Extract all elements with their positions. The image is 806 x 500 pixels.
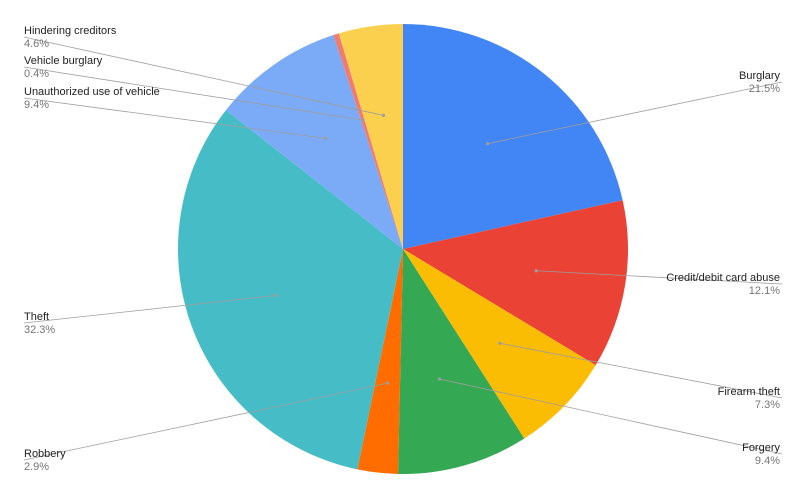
leader-line-forgery	[439, 378, 783, 455]
leader-dot-vehicle-burglary	[361, 118, 365, 122]
slice-label-vehicle-burglary: Vehicle burglary 0.4%	[24, 55, 102, 81]
pie-slice-hindering-creditors	[338, 24, 403, 249]
slice-label-name: Hindering creditors	[24, 25, 117, 37]
leader-line-burglary	[487, 81, 783, 145]
leader-dot-burglary	[485, 142, 490, 146]
leader-line-credit-debit-card-abuse	[536, 270, 783, 285]
slice-label-name: Firearm theft	[717, 386, 780, 398]
slice-label-name: Vehicle burglary	[24, 55, 103, 67]
pie-slice-burglary	[403, 24, 623, 249]
pie-slice-credit-debit-card-abuse	[403, 200, 628, 366]
slice-label-percent: 4.6%	[24, 38, 50, 50]
slice-label-percent: 21.5%	[748, 83, 780, 95]
slice-label-name: Theft	[24, 311, 50, 323]
slice-label-forgery: Forgery 9.4%	[742, 442, 780, 468]
leader-line-firearm-theft	[499, 342, 783, 399]
slice-label-percent: 7.3%	[754, 399, 780, 411]
leader-line-theft	[23, 294, 277, 324]
leader-lines	[23, 36, 783, 461]
slice-label-burglary: Burglary 21.5%	[739, 70, 780, 96]
pie-slice-unauthorized-use-of-vehicle	[225, 35, 403, 249]
pie-slice-robbery	[357, 249, 403, 474]
leader-line-unauthorized-use-of-vehicle	[23, 97, 326, 139]
pie-slice-theft	[178, 110, 403, 470]
pie-slice-forgery	[398, 249, 525, 474]
leader-dot-credit-debit-card-abuse	[534, 269, 538, 273]
leader-dot-firearm-theft	[498, 341, 502, 345]
leader-dot-robbery	[386, 381, 390, 385]
slice-label-name: Forgery	[742, 442, 780, 454]
slice-label-robbery: Robbery 2.9%	[24, 448, 66, 474]
slice-label-unauthorized-use-of-vehicle: Unauthorized use of vehicle 9.4%	[24, 86, 160, 112]
leader-dot-forgery	[437, 377, 442, 381]
slice-label-percent: 9.4%	[24, 99, 50, 111]
slice-label-name: Burglary	[739, 70, 780, 82]
slice-label-name: Credit/debit card abuse	[666, 272, 780, 284]
slice-label-firearm-theft: Firearm theft 7.3%	[718, 386, 780, 412]
slice-label-name: Unauthorized use of vehicle	[24, 86, 160, 98]
leader-line-hindering-creditors	[23, 36, 384, 116]
slice-label-theft: Theft 32.3%	[24, 311, 55, 337]
slice-label-percent: 2.9%	[24, 461, 50, 473]
slice-label-name: Robbery	[24, 448, 66, 460]
slice-label-percent: 9.4%	[754, 455, 780, 467]
leader-dot-unauthorized-use-of-vehicle	[324, 136, 328, 140]
leader-dot-hindering-creditors	[381, 113, 386, 118]
slice-label-percent: 12.1%	[748, 285, 780, 297]
pie-slices	[178, 24, 628, 474]
leader-line-robbery	[23, 382, 388, 461]
slice-label-hindering-creditors: Hindering creditors 4.6%	[24, 25, 116, 51]
pie-slice-vehicle-burglary	[333, 33, 403, 249]
slice-label-credit-debit-card-abuse: Credit/debit card abuse 12.1%	[666, 272, 780, 298]
slice-label-percent: 32.3%	[24, 324, 56, 336]
leader-line-vehicle-burglary	[23, 66, 363, 121]
slice-label-percent: 0.4%	[24, 68, 50, 80]
leader-dot-theft	[274, 293, 278, 297]
